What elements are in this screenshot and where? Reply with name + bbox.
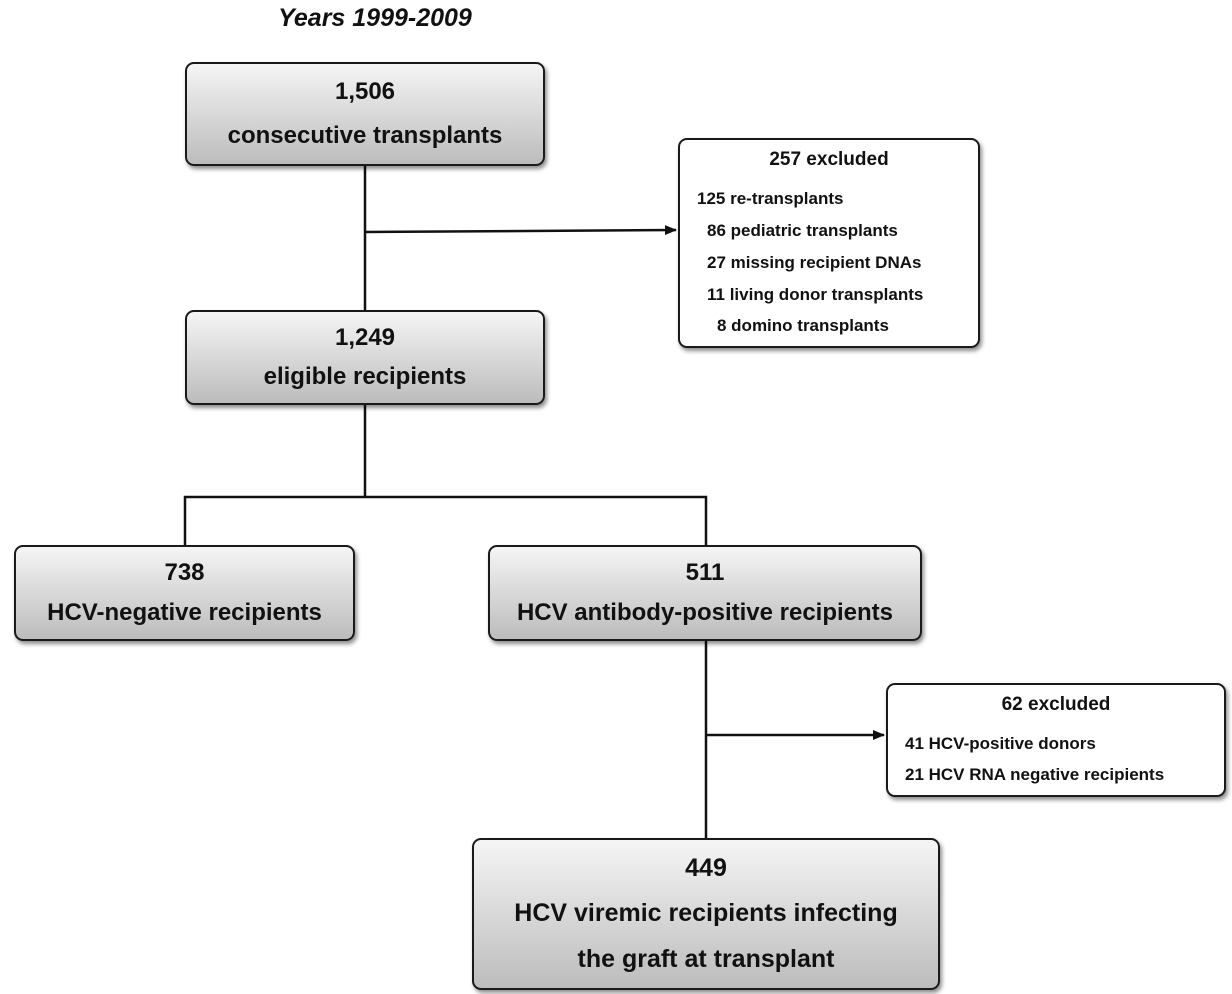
node: 1,249 eligible recipients — [185, 310, 545, 405]
node-count: 738 — [164, 559, 205, 586]
node-label: HCV viremic recipients infecting — [514, 899, 898, 928]
node-label: HCV antibody-positive recipients — [516, 599, 894, 626]
exclusion-item: 86 pediatric transplants — [707, 221, 898, 240]
exclusion-item: 27 missing recipient DNAs — [707, 253, 922, 272]
exclusion-box: 257 excluded 125 re-transplants 86 pedia… — [678, 138, 980, 348]
node-label: consecutive transplants — [227, 122, 503, 149]
node: 1,506 consecutive transplants — [185, 62, 545, 166]
node-count: 1,506 — [334, 78, 396, 105]
arrow — [364, 225, 677, 236]
node: 449 HCV viremic recipients infecting the… — [472, 838, 940, 990]
node: 511 HCV antibody-positive recipients — [488, 545, 922, 641]
node-label: eligible recipients — [263, 363, 467, 391]
node-label: HCV-negative recipients — [47, 599, 322, 626]
connector — [183, 495, 708, 545]
exclusion-item: 8 domino transplants — [717, 316, 889, 335]
node-count: 1,249 — [334, 323, 396, 351]
exclusion-header: 257 excluded — [769, 149, 889, 170]
node-count: 511 — [685, 559, 725, 586]
exclusion-header: 62 excluded — [1001, 694, 1111, 715]
node-label: the graft at transplant — [577, 944, 835, 973]
exclusion-item: 11 living donor transplants — [707, 285, 924, 304]
node: 738 HCV-negative recipients — [14, 545, 355, 641]
exclusion-box: 62 excluded 41 HCV-positive donors 21 HC… — [886, 683, 1226, 797]
title: Years 1999-2009 — [278, 4, 472, 32]
node-count: 449 — [685, 854, 727, 883]
exclusion-item: 41 HCV-positive donors — [905, 734, 1096, 753]
exclusion-item: 21 HCV RNA negative recipients — [905, 765, 1165, 784]
exclusion-item: 125 re-transplants — [697, 189, 844, 208]
